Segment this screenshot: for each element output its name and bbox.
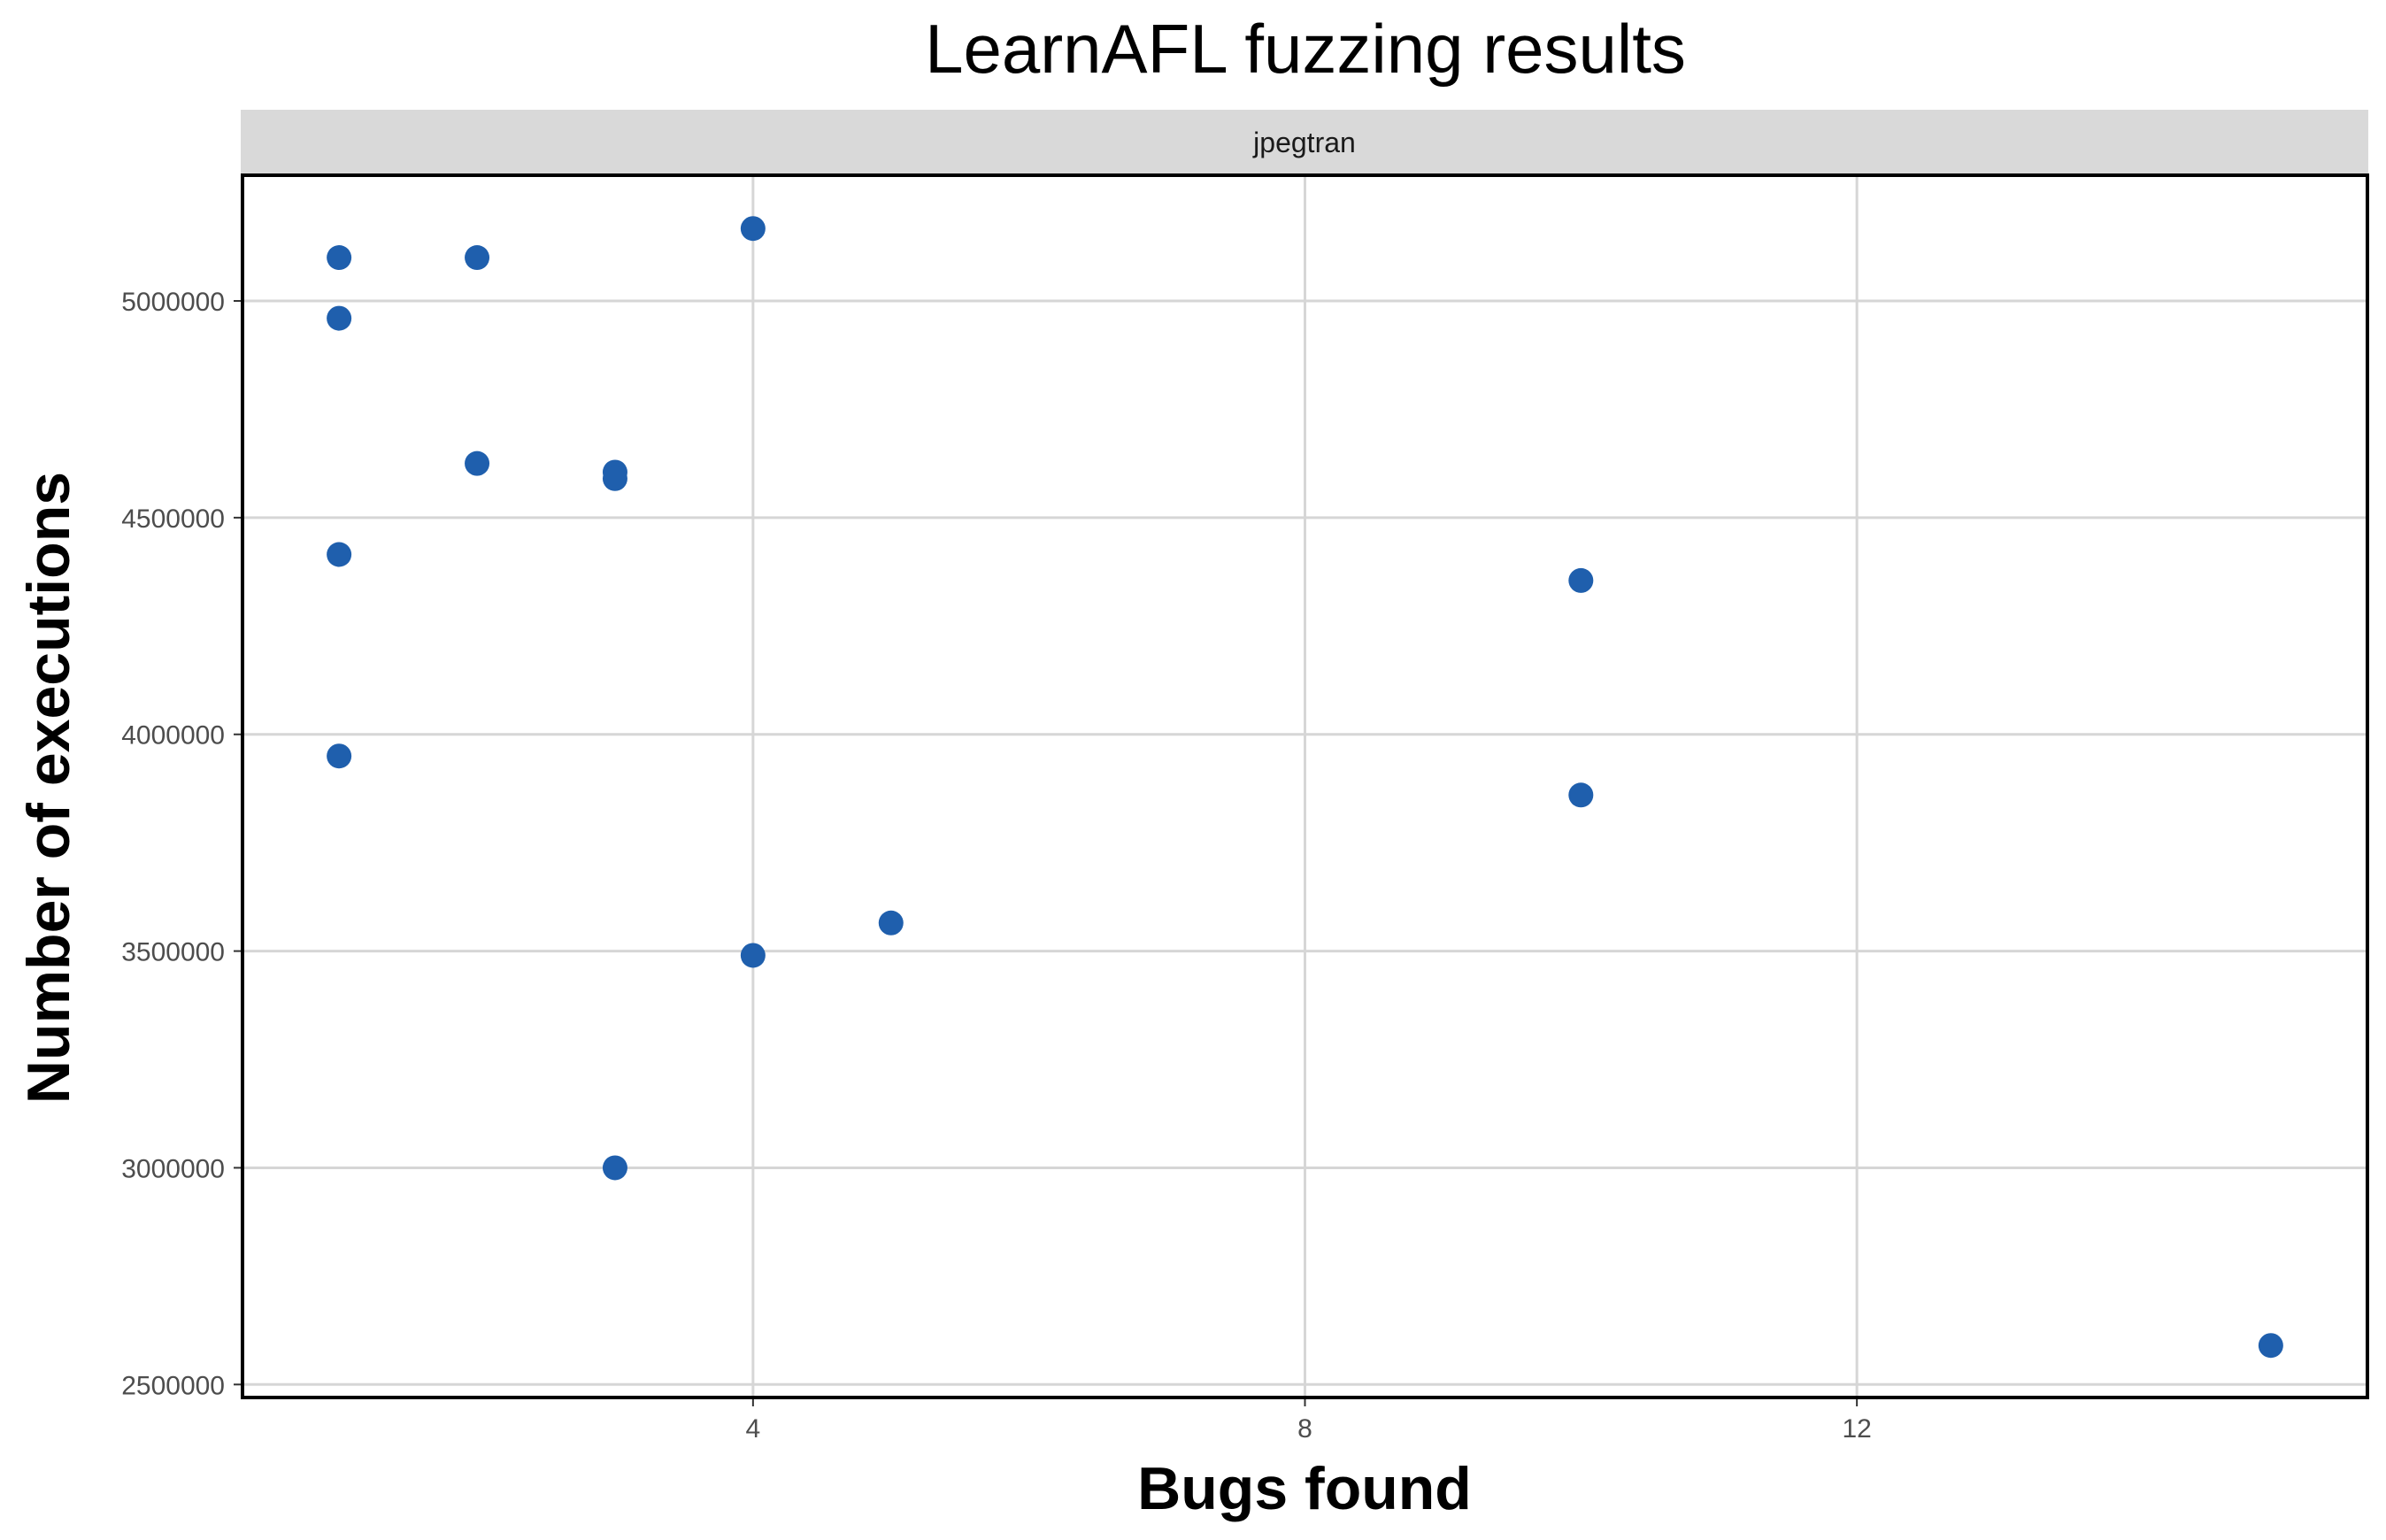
plot-panel-border: [241, 173, 2369, 1399]
y-axis-title: Number of executions: [15, 472, 82, 1104]
data-point: [327, 542, 352, 567]
data-point: [878, 910, 904, 936]
data-point: [1568, 567, 1594, 593]
y-tick-label: 3500000: [121, 938, 225, 967]
data-point: [327, 743, 352, 769]
data-point: [327, 245, 352, 271]
grid-lines: [242, 175, 2367, 1398]
data-point: [602, 466, 627, 491]
data-point: [1568, 782, 1594, 808]
facet-strip: [241, 110, 2368, 175]
y-tick-label: 3000000: [121, 1154, 225, 1183]
data-point: [602, 1155, 627, 1181]
data-point: [740, 216, 766, 242]
axis-ticks: 2500000 3000000 3500000 4000000 4500000 50000…: [121, 288, 1872, 1444]
data-point: [465, 245, 490, 271]
data-point: [740, 943, 766, 968]
data-point: [465, 450, 490, 476]
x-axis-title: Bugs found: [1137, 1455, 1472, 1522]
x-tick-label: 4: [746, 1414, 761, 1444]
y-tick-label: 2500000: [121, 1371, 225, 1400]
data-point: [327, 305, 352, 331]
chart-title: LearnAFL fuzzing results: [925, 10, 1686, 88]
data-point: [2258, 1333, 2283, 1359]
facet-strip-label: jpegtran: [1252, 127, 1356, 158]
y-tick-label: 5000000: [121, 288, 225, 317]
data-points: [327, 216, 2283, 1359]
x-tick-label: 8: [1297, 1414, 1312, 1444]
y-tick-label: 4000000: [121, 721, 225, 751]
x-tick-label: 12: [1842, 1414, 1871, 1444]
y-tick-label: 4500000: [121, 504, 225, 534]
